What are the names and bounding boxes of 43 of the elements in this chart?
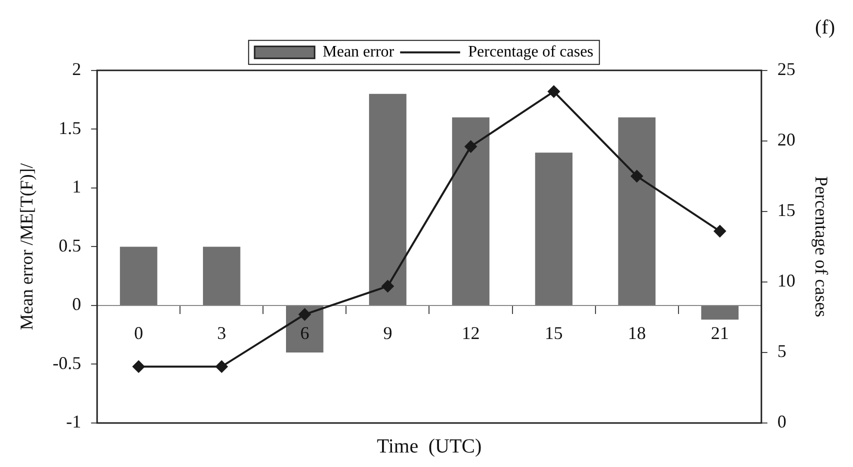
x-tick-label: 21 [710,323,729,344]
x-tick-label: 15 [544,323,563,344]
x-tick-label: 9 [383,323,392,344]
bar [618,117,656,305]
point [714,225,726,238]
y-tick-label: 0 [72,294,82,314]
bar [535,152,572,305]
x-tick-label: 3 [217,323,226,344]
bar [701,306,739,320]
x-tick-label: 0 [134,323,144,344]
point [548,86,560,98]
y2-tick-label: 20 [777,130,796,150]
y2-tick-label: 10 [777,270,796,291]
y2-axis-title: Percentage of cases [811,176,832,318]
y-tick-label: 1 [72,176,82,197]
bar [202,246,240,305]
bar [286,306,324,352]
legend-label: Mean error [322,44,395,61]
bar [452,117,490,305]
y2-tick-label: 15 [777,200,796,220]
y-tick-label: -0.5 [52,352,82,373]
y-tick-label: 2 [72,59,82,80]
y-tick-label: 0.5 [58,235,82,256]
bar [369,94,406,305]
bar [120,246,158,305]
point [382,280,394,292]
x-tick-label: 18 [628,323,646,344]
y-axis-title: Mean error /ME[T(F)]/ [16,163,37,330]
point [630,170,643,182]
point [298,308,311,320]
point [132,360,145,373]
x-tick-label: 6 [300,323,310,344]
y2-tick-label: 0 [777,412,786,432]
point [216,360,228,373]
y-tick-label: 1.5 [58,118,82,138]
text: (f) [815,16,835,38]
point [464,140,477,153]
x-tick-label: 12 [462,323,480,344]
y2-tick-label: 5 [777,341,786,362]
y-tick-label: -1 [66,412,82,432]
x-axis-title: Time (UTC) [376,435,482,458]
y2-tick-label: 25 [777,59,796,80]
legend-label: Percentage of cases [468,44,594,61]
